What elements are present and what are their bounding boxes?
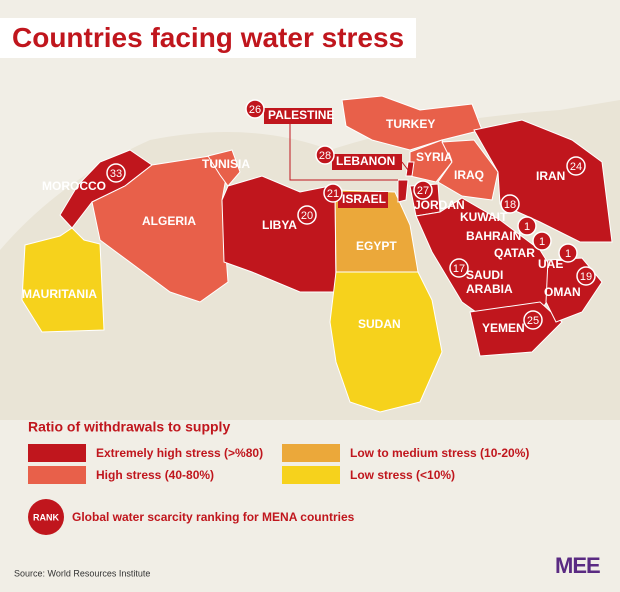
rank-marker: 18	[500, 194, 520, 214]
rank-label: 24	[570, 161, 582, 173]
country-label: SUDAN	[358, 317, 401, 331]
country-label: LEBANON	[336, 154, 395, 168]
country-shape	[329, 271, 443, 413]
rank-label: 25	[527, 315, 539, 327]
rank-label: 19	[580, 271, 592, 283]
rank-marker: 26	[245, 99, 265, 119]
rank-circle	[297, 205, 317, 225]
rank-marker: 27	[413, 180, 433, 200]
title: Countries facing water stress	[0, 18, 417, 58]
rank-marker: 1	[558, 243, 578, 263]
legend-title: Ratio of withdrawals to supply	[28, 419, 230, 435]
legend-swatch	[28, 466, 86, 484]
rank-label: 1	[539, 236, 545, 248]
country-label: MOROCCO	[42, 179, 106, 193]
country-label: LIBYA	[262, 218, 297, 232]
rank-circle	[576, 266, 596, 286]
country-label: KUWAIT	[460, 210, 508, 224]
title-wrap: Countries facing water stress	[0, 18, 417, 58]
source: Source: World Resources Institute	[14, 568, 150, 578]
country-label: YEMEN	[482, 321, 525, 335]
rank-label: 20	[301, 210, 313, 222]
rank-label: 17	[453, 263, 465, 275]
rank-circle	[517, 216, 537, 236]
rank-marker: 17	[449, 258, 469, 278]
country-label: TUNISIA	[202, 157, 250, 171]
legend-label: Extremely high stress (>%80)	[96, 446, 263, 460]
rank-marker: 33	[106, 163, 126, 183]
country-shape	[341, 95, 483, 151]
rank-note: Global water scarcity ranking for MENA c…	[72, 510, 355, 524]
rank-circle	[566, 156, 586, 176]
rank-badge	[28, 499, 64, 535]
rank-circle	[245, 99, 265, 119]
country-shape	[437, 139, 499, 201]
country-label: BAHRAIN	[466, 229, 521, 243]
country-label: UAE	[538, 257, 563, 271]
rank-marker: 28	[315, 145, 335, 165]
rank-circle	[532, 231, 552, 251]
country-label: IRAQ	[454, 168, 484, 182]
country-label: ALGERIA	[142, 214, 196, 228]
rank-marker: 24	[566, 156, 586, 176]
box-label: PALESTINE LEBANON ISRAEL	[264, 108, 402, 208]
rank-marker: 21	[323, 183, 343, 203]
country-shape	[405, 161, 415, 177]
rank-label: 21	[327, 188, 339, 200]
rank-marker: 1	[517, 216, 537, 236]
country-shape	[473, 119, 613, 243]
rank-label: 1	[565, 248, 571, 260]
rank-circle	[449, 258, 469, 278]
rank-label: 18	[504, 199, 516, 211]
country-label: EGYPT	[356, 239, 397, 253]
rank-circle	[523, 310, 543, 330]
logo: MEE	[555, 553, 600, 578]
rank-label: 1	[524, 221, 530, 233]
country-label: ISRAEL	[342, 192, 386, 206]
country-label: QATAR	[494, 246, 535, 260]
rank-label: 26	[249, 104, 261, 116]
country-label: OMAN	[544, 285, 581, 299]
rank-circle	[558, 243, 578, 263]
rank-circle	[413, 180, 433, 200]
rank-circle	[315, 145, 335, 165]
country-label: JORDAN	[414, 198, 465, 212]
rank-circle	[106, 163, 126, 183]
legend-label: High stress (40-80%)	[96, 468, 214, 482]
country-label: PALESTINE	[268, 108, 334, 122]
rank-circle	[323, 183, 343, 203]
country-shape	[397, 179, 409, 203]
rank-marker: 25	[523, 310, 543, 330]
rank-badge-text: RANK	[33, 512, 59, 522]
rank-label: 33	[110, 168, 122, 180]
country-shape	[334, 189, 419, 273]
legend-swatch	[28, 444, 86, 462]
legend: Ratio of withdrawals to supply Extremely…	[28, 419, 529, 535]
rank-marker: 1	[532, 231, 552, 251]
country-label: TURKEY	[386, 117, 435, 131]
country-label: SAUDI ARABIA	[466, 268, 513, 296]
country-shape	[207, 149, 241, 187]
country-label: SYRIA	[416, 150, 453, 164]
country-label: MAURITANIA	[22, 287, 97, 301]
rank-marker: 20	[297, 205, 317, 225]
country-shape	[21, 227, 105, 333]
legend-label: Low to medium stress (10-20%)	[350, 446, 529, 460]
rank-marker: 19	[576, 266, 596, 286]
legend-swatch	[282, 444, 340, 462]
country-label: IRAN	[536, 169, 565, 183]
rank-label: 28	[319, 150, 331, 162]
rank-label: 27	[417, 185, 429, 197]
legend-label: Low stress (<10%)	[350, 468, 455, 482]
rank-circle	[500, 194, 520, 214]
leader-line	[401, 161, 409, 171]
leader-line	[289, 124, 398, 181]
legend-swatch	[282, 466, 340, 484]
